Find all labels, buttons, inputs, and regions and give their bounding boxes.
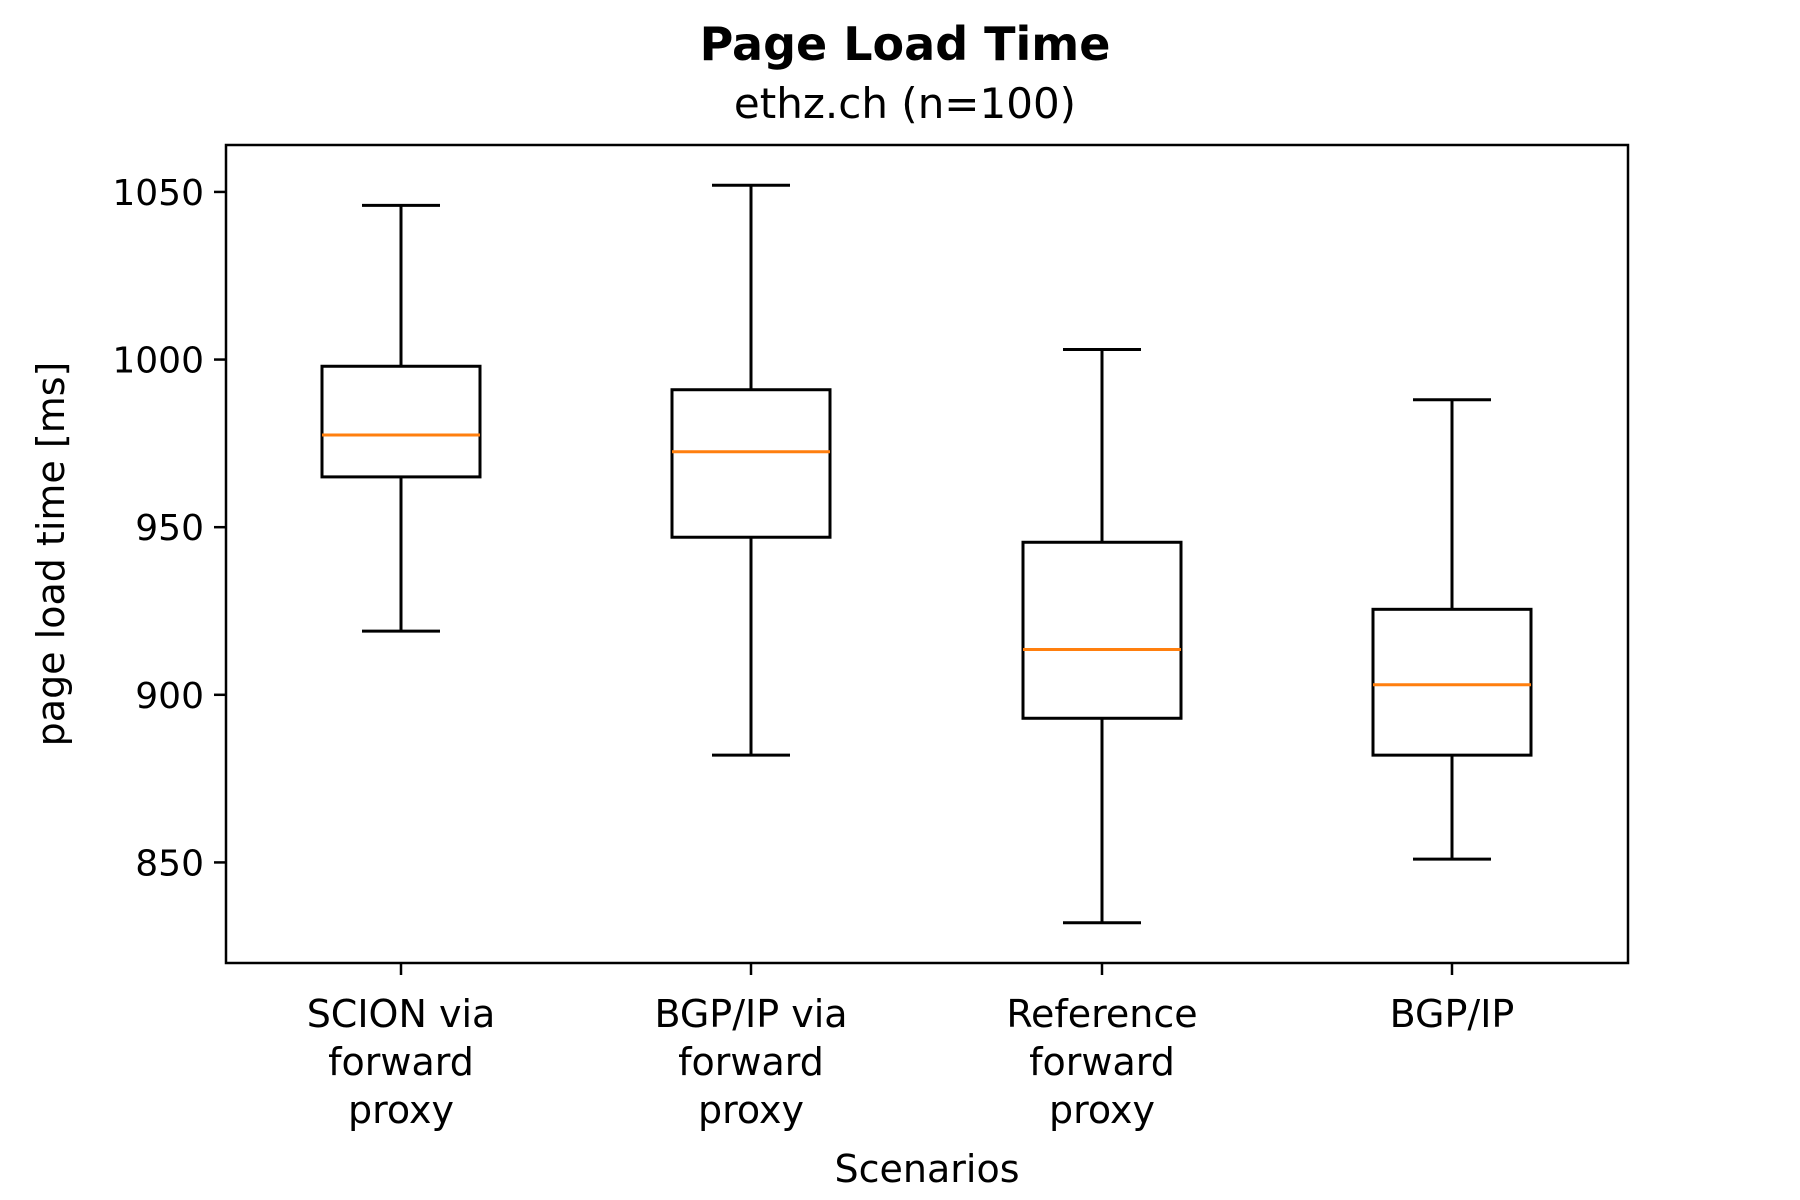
x-tick-label: proxy <box>698 1088 804 1132</box>
y-tick-label: 1050 <box>112 173 204 214</box>
y-tick-label: 850 <box>135 843 204 884</box>
box-group <box>320 203 482 633</box>
x-tick-label: proxy <box>348 1088 454 1132</box>
box-group <box>670 183 832 757</box>
box-group <box>1371 398 1533 861</box>
plot-frame <box>224 143 1630 965</box>
y-axis: 850 900 950 1000 1050 <box>112 173 226 884</box>
interquartile-box <box>1021 540 1183 720</box>
x-tick-label: proxy <box>1049 1088 1155 1132</box>
x-tick-label: SCION via <box>307 992 496 1036</box>
interquartile-box <box>670 388 832 539</box>
x-tick-label: forward <box>1029 1040 1175 1084</box>
x-tick-label: BGP/IP via <box>654 992 847 1036</box>
x-tick-label: forward <box>328 1040 474 1084</box>
box-group <box>1021 348 1183 925</box>
x-tick-label: Reference <box>1006 992 1197 1036</box>
y-tick-label: 900 <box>135 676 204 717</box>
y-tick-label: 950 <box>135 508 204 549</box>
box-series <box>320 183 1533 925</box>
x-tick-label: forward <box>678 1040 824 1084</box>
x-axis-label: Scenarios <box>835 1147 1020 1191</box>
x-tick-label: BGP/IP <box>1390 992 1515 1036</box>
chart-title: Page Load Time <box>700 17 1111 71</box>
interquartile-box <box>320 364 482 479</box>
y-tick-label: 1000 <box>112 341 204 382</box>
chart-subtitle: ethz.ch (n=100) <box>734 79 1076 128</box>
interquartile-box <box>1371 607 1533 757</box>
y-axis-label: page load time [ms] <box>29 362 73 747</box>
